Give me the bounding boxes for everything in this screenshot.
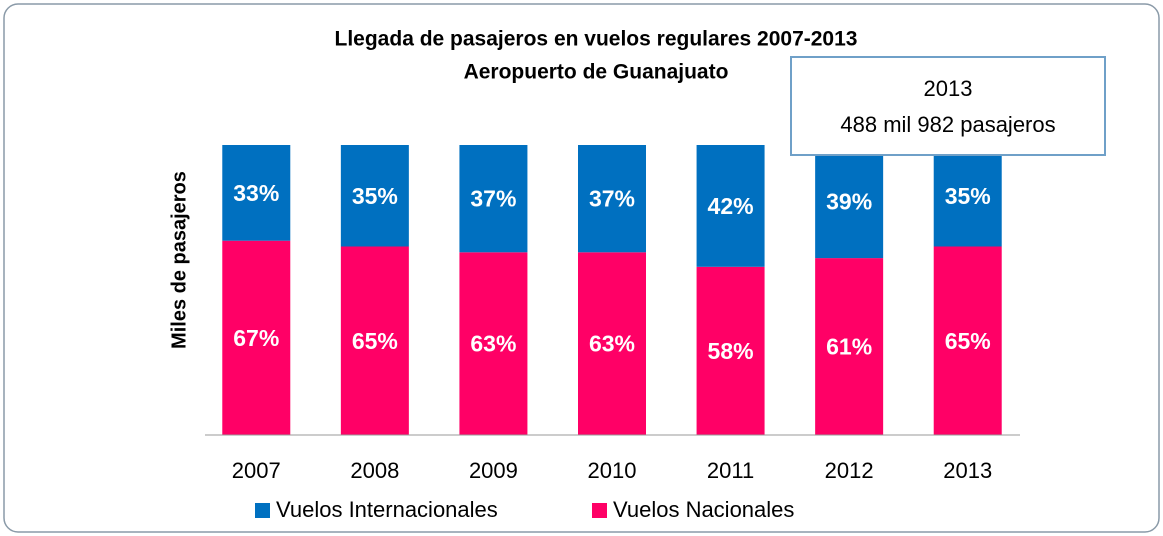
bar-segment [815,145,884,259]
x-tick-label: 2008 [350,458,399,483]
data-label: 58% [708,338,754,364]
chart-subtitle: Aeropuerto de Guanajuato [464,61,729,84]
data-label: 67% [233,325,279,351]
bar-segment [696,266,765,435]
y-axis-label: Miles de pasajeros [168,171,190,349]
chart-title: Llegada de pasajeros en vuelos regulares… [335,28,858,51]
x-tick-label: 2010 [588,458,637,483]
bar-segment [340,246,409,435]
x-tick-label: 2013 [943,458,992,483]
x-tick-label: 2011 [707,458,754,483]
bar-segment [578,145,646,253]
bar-segment [340,145,409,247]
data-label: 42% [708,193,754,219]
x-tick-label: 2012 [825,458,874,483]
bar-segment [696,145,765,267]
legend-label: Vuelos Internacionales [276,497,498,522]
data-label: 37% [589,186,635,212]
bar-segment [933,246,1002,435]
bar-segment [578,252,646,435]
data-label: 39% [826,189,872,215]
data-label: 35% [945,183,991,209]
data-label: 65% [352,328,398,354]
bar-segment [222,145,291,241]
bar-segment [222,240,291,435]
legend-swatch [592,503,607,518]
data-label: 33% [233,180,279,206]
data-label: 61% [826,334,872,360]
annotation-box [790,56,1106,156]
x-tick-label: 2009 [469,458,518,483]
legend-swatch [255,503,270,518]
data-label: 35% [352,183,398,209]
data-label: 63% [589,331,635,357]
annotation-text: 488 mil 982 pasajeros [840,112,1055,137]
bar-segment [933,145,1002,247]
data-label: 37% [470,186,516,212]
x-tick-label: 2007 [232,458,281,483]
bar-segment [459,252,528,435]
annotation-text: 2013 [924,76,973,101]
legend-label: Vuelos Nacionales [613,497,794,522]
bar-segment [815,258,884,435]
bar-segment [459,145,528,253]
data-label: 65% [945,328,991,354]
data-label: 63% [470,331,516,357]
